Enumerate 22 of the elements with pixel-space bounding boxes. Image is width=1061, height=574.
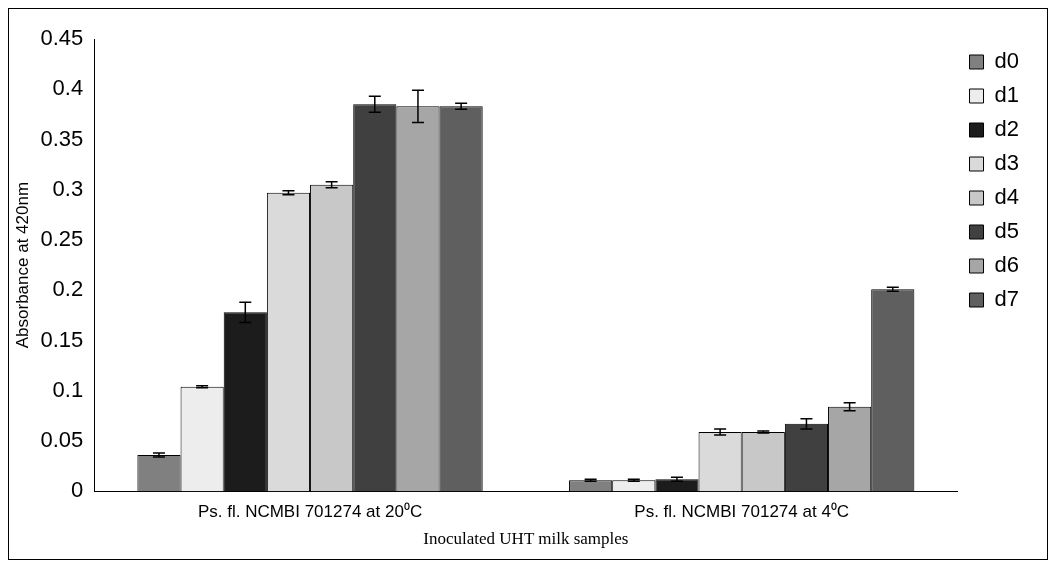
y-tick-label: 0.35 (40, 125, 84, 151)
legend-label: d2 (994, 116, 1020, 142)
legend-label: d6 (994, 252, 1020, 278)
legend-label: d4 (994, 184, 1020, 210)
x-axis-title: Inoculated UHT milk samples (423, 529, 629, 549)
legend-label: d0 (994, 48, 1020, 74)
x-tick-label: Ps. fl. NCMBI 701274 at 4⁰C (634, 502, 850, 522)
y-tick-label: 0.25 (40, 226, 84, 252)
y-tick-label: 0.45 (40, 25, 84, 51)
y-tick-label: 0.2 (52, 276, 84, 302)
y-axis-title: Absorbance at 420nm (12, 181, 32, 349)
y-tick-label: 0.05 (40, 427, 84, 453)
y-tick-label: 0.15 (40, 326, 84, 352)
y-tick-label: 0 (70, 477, 84, 503)
legend-label: d5 (994, 218, 1020, 244)
y-tick-label: 0.3 (52, 175, 84, 201)
legend-label: d7 (994, 286, 1020, 312)
legend-label: d1 (994, 82, 1020, 108)
x-tick-label: Ps. fl. NCMBI 701274 at 20⁰C (197, 502, 423, 522)
legend-label: d3 (994, 150, 1020, 176)
y-tick-label: 0.1 (52, 376, 84, 402)
y-tick-label: 0.4 (52, 75, 84, 101)
